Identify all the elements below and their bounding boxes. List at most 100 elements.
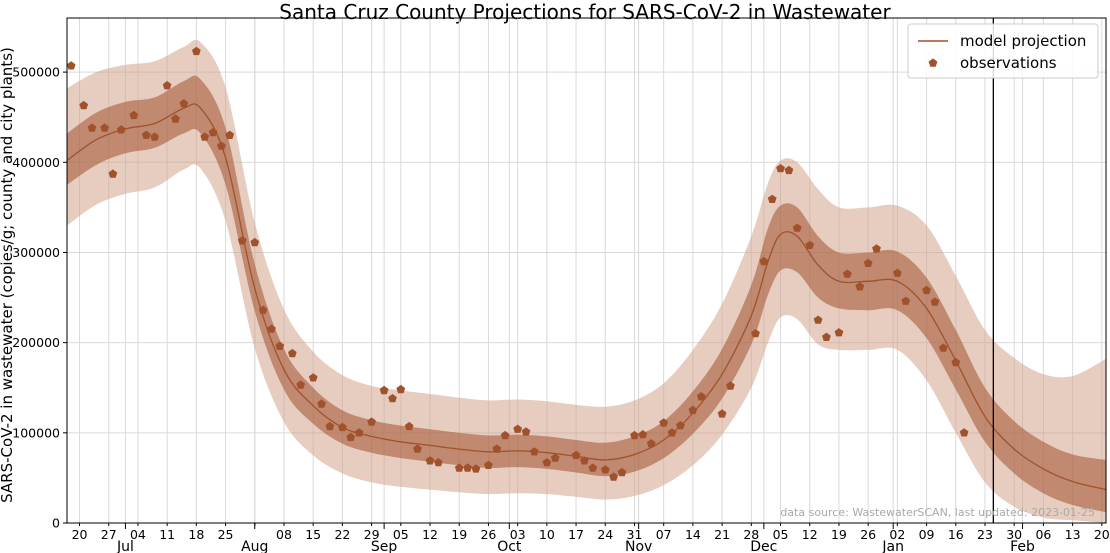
y-axis-label: SARS-CoV-2 in wastewater (copies/g; coun…: [0, 47, 16, 503]
observation-point: [484, 460, 493, 469]
observation-point: [129, 110, 139, 120]
observation-point: [513, 424, 522, 433]
month-label: Dec: [750, 539, 777, 553]
observation-point: [87, 123, 97, 132]
observation-point: [338, 422, 347, 432]
observation-point: [580, 456, 589, 465]
x-axis: 20 27 04 11 18 25 08 15 22 29 05 12 19 26 03 10 17 24 31 07…: [72, 523, 1110, 553]
observation-point: [922, 285, 931, 295]
observation-point: [162, 81, 172, 90]
x-tick-label: 27: [101, 527, 117, 542]
observation-point: [454, 463, 464, 472]
x-tick-label: 02: [889, 527, 905, 542]
month-label: Jan: [881, 539, 904, 553]
observation-point: [308, 373, 318, 382]
y-tick-label: 100000: [12, 425, 60, 440]
observation-point: [688, 405, 698, 414]
observation-point: [225, 130, 235, 139]
observation-point: [379, 385, 389, 395]
inner-confidence-band: [67, 75, 1106, 513]
observation-point: [813, 315, 823, 324]
y-tick-label: 500000: [12, 65, 60, 80]
x-tick-label: 13: [1065, 527, 1081, 542]
x-tick-label: 26: [860, 527, 876, 542]
observation-point: [267, 324, 276, 333]
x-tick-label: 07: [656, 527, 672, 542]
observation-point: [834, 328, 844, 337]
x-tick-label: 30: [1006, 527, 1022, 542]
observation-point: [217, 141, 226, 150]
observation-point: [79, 100, 89, 110]
observation-point: [492, 444, 502, 453]
observation-point: [630, 430, 639, 440]
observation-point: [275, 341, 285, 350]
observation-point: [571, 450, 581, 460]
observation-point: [208, 127, 218, 137]
observation-point: [179, 99, 189, 108]
x-tick-label: 12: [422, 527, 438, 542]
observation-point: [66, 61, 76, 70]
month-label: Nov: [625, 539, 652, 553]
observation-point: [542, 458, 552, 467]
observation-point: [855, 282, 865, 291]
plot-frame: [66, 17, 1107, 524]
x-tick-label: 10: [539, 527, 555, 542]
observation-point: [938, 343, 948, 352]
observation-point: [346, 432, 356, 442]
observation-point: [354, 428, 364, 437]
observation-point: [100, 123, 109, 132]
observation-point: [901, 296, 911, 305]
observation-point: [805, 240, 815, 249]
x-tick-label: 06: [1035, 527, 1051, 542]
observation-point: [530, 447, 539, 456]
observation-point: [588, 463, 598, 472]
observation-point: [959, 428, 969, 437]
x-tick-label: 05: [773, 527, 789, 542]
confidence-bands: [67, 39, 1106, 524]
observation-point: [676, 421, 685, 430]
x-tick-label: 09: [919, 527, 935, 542]
observation-point: [822, 332, 831, 341]
observation-point: [550, 453, 560, 462]
month-label: Jul: [116, 539, 134, 553]
observation-point: [872, 244, 881, 253]
observation-point: [471, 464, 481, 473]
x-tick-label: 14: [685, 527, 701, 542]
legend-marker-icon: [928, 58, 938, 67]
observation-point: [659, 418, 669, 427]
observation-point: [776, 164, 785, 173]
x-tick-label: 11: [159, 527, 175, 542]
x-tick-label: 23: [977, 527, 993, 542]
observation-markers: [66, 46, 969, 481]
observation-point: [258, 305, 268, 314]
observation-point: [200, 132, 210, 141]
observation-point: [609, 472, 618, 481]
observation-point: [396, 384, 406, 394]
observation-point: [863, 258, 873, 267]
observation-point: [388, 394, 397, 403]
observation-point: [784, 165, 794, 175]
month-label: Oct: [497, 539, 522, 553]
x-tick-label: 29: [364, 527, 380, 542]
observation-point: [141, 130, 151, 139]
observation-point: [751, 329, 760, 338]
x-tick-label: 04: [130, 527, 146, 542]
data-source-annotation: data source: WastewaterSCAN, last update…: [780, 506, 1095, 519]
observation-point: [600, 465, 610, 474]
x-tick-label: 28: [743, 527, 759, 542]
observation-point: [425, 456, 435, 465]
observation-point: [646, 439, 656, 448]
x-tick-label: 21: [714, 527, 730, 542]
observation-point: [288, 348, 297, 358]
observation-point: [792, 223, 802, 232]
x-tick-label: 17: [568, 527, 584, 542]
projection-line-layer: [66, 103, 1107, 491]
observation-point: [108, 169, 118, 178]
legend-box: [907, 23, 1099, 79]
observation-point: [237, 236, 247, 245]
observation-point: [521, 427, 531, 436]
x-tick-label: 25: [218, 527, 234, 542]
observation-point: [413, 444, 422, 453]
legend: model projection observations: [907, 23, 1099, 79]
